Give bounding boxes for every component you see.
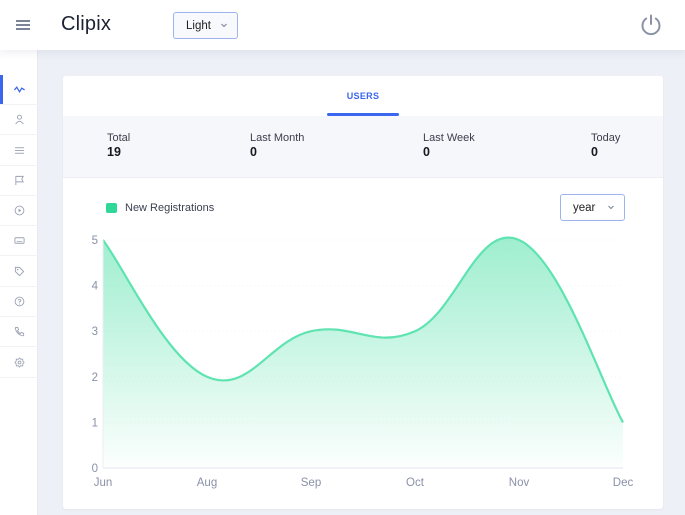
legend-swatch: [106, 203, 117, 213]
keyboard-icon: [13, 237, 25, 244]
sidebar-item-users[interactable]: [0, 105, 38, 135]
stat-value: 0: [423, 145, 430, 159]
list-icon: [14, 147, 24, 154]
chevron-down-icon: [221, 23, 227, 28]
hamburger-menu-icon[interactable]: [14, 16, 32, 34]
stat-value: 0: [250, 145, 257, 159]
stat-today: Today 0: [591, 132, 620, 159]
sidebar-item-keyboard[interactable]: [0, 226, 38, 256]
power-icon[interactable]: [639, 13, 663, 37]
tab-users[interactable]: USERS: [327, 76, 399, 116]
brand-title: Clipix: [61, 13, 112, 35]
user-icon: [14, 114, 24, 125]
legend-label: New Registrations: [125, 202, 215, 214]
top-header: Clipix Light: [0, 0, 685, 50]
sidebar-item-play[interactable]: [0, 196, 38, 226]
chart-legend[interactable]: New Registrations: [106, 202, 214, 214]
theme-dropdown[interactable]: Light: [173, 12, 238, 39]
sidebar-item-flag[interactable]: [0, 166, 38, 196]
help-circle-icon: [14, 296, 24, 307]
period-dropdown-value: year: [573, 201, 596, 214]
sidebar-item-tag[interactable]: [0, 257, 38, 287]
play-circle-icon: [14, 205, 24, 216]
flag-icon: [14, 175, 24, 186]
stat-label: Today: [591, 132, 621, 144]
tag-icon: [14, 266, 24, 277]
activity-icon: [13, 86, 25, 94]
sidebar-item-help[interactable]: [0, 287, 38, 317]
stat-value: 19: [107, 145, 121, 159]
stat-last-month: Last Month 0: [250, 132, 304, 159]
sidebar-item-settings[interactable]: [0, 348, 38, 378]
stat-total: Total 19: [107, 132, 130, 159]
sidebar-item-activity[interactable]: [0, 75, 38, 105]
sidebar-item-list[interactable]: [0, 136, 38, 166]
stat-label: Last Week: [423, 132, 475, 144]
theme-dropdown-value: Light: [186, 19, 211, 32]
stat-label: Total: [107, 132, 131, 144]
users-card: USERS Total 19 Last Month 0 Last Week 0 …: [63, 76, 663, 509]
period-dropdown[interactable]: year: [560, 194, 625, 221]
stats-band: Total 19 Last Month 0 Last Week 0 Today …: [63, 116, 663, 178]
stat-value: 0: [591, 145, 598, 159]
phone-icon: [14, 326, 24, 337]
sidebar-item-phone[interactable]: [0, 317, 38, 347]
chevron-down-icon: [608, 205, 614, 210]
sidebar: [0, 50, 38, 515]
settings-icon: [13, 357, 25, 368]
stat-label: Last Month: [250, 132, 305, 144]
stat-last-week: Last Week 0: [423, 132, 475, 159]
